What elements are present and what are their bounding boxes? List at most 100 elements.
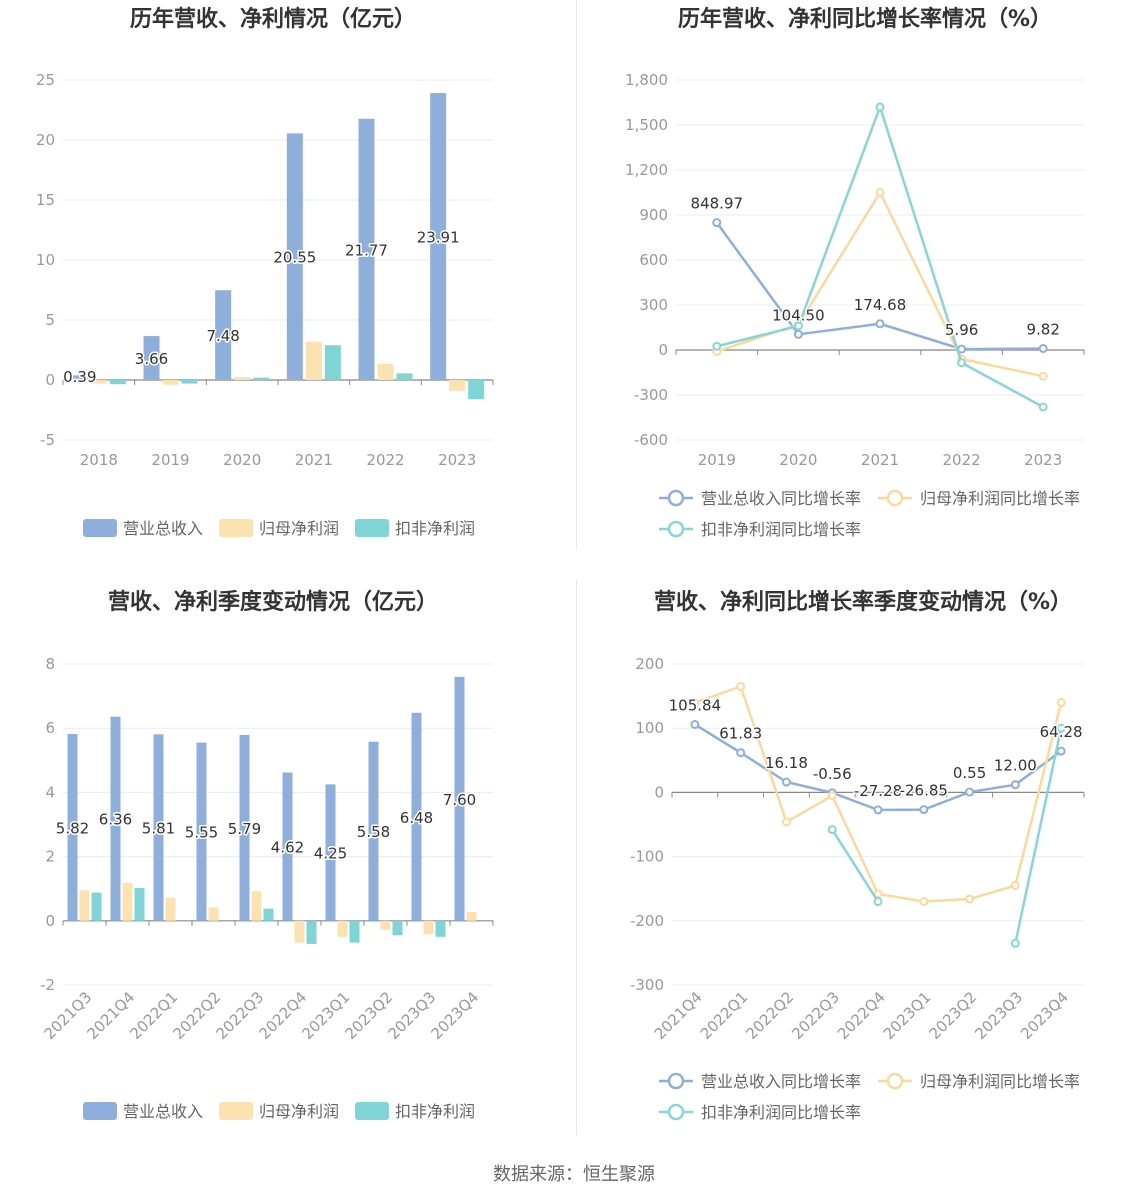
y-tick-label: -2	[40, 976, 55, 994]
y-tick-label: 0	[654, 783, 664, 801]
data-label: 5.96	[945, 321, 978, 339]
x-tick-label: 2023	[438, 451, 476, 469]
legend-swatch	[355, 1102, 389, 1120]
x-tick-label: 2022Q4	[834, 988, 889, 1043]
data-label: -27.28	[854, 782, 902, 800]
legend-label: 营业总收入	[123, 1102, 203, 1121]
legend-label: 营业总收入同比增长率	[701, 1072, 861, 1091]
y-tick-label: 0	[658, 341, 668, 359]
divider-top	[576, 0, 577, 550]
bar-parent-profit	[208, 907, 219, 921]
x-tick-label: 2021	[295, 451, 333, 469]
x-tick-label: 2022	[943, 451, 981, 469]
chart-title: 营收、净利同比增长率季度变动情况（%）	[654, 589, 1072, 615]
data-point-parent-profit	[781, 817, 791, 827]
bar-revenue	[239, 734, 250, 921]
data-point-deducted-profit	[1010, 938, 1020, 948]
y-tick-label: 4	[45, 783, 55, 801]
bar-parent-profit	[377, 363, 394, 380]
annual-growth-rate-chart: 历年营收、净利同比增长率情况（%） -600 -300 0 300 600 900 1,200…	[625, 6, 1085, 539]
data-point-revenue	[781, 777, 791, 787]
x-tick-label: 2018	[80, 451, 118, 469]
legend-label: 归母净利润同比增长率	[920, 489, 1080, 508]
y-tick-label: 0	[45, 371, 55, 389]
legend-swatch	[83, 519, 117, 537]
legend-marker	[667, 520, 685, 538]
y-tick-label: 8	[45, 655, 55, 673]
quarterly-growth-rate-chart: 营收、净利同比增长率季度变动情况（%） -300 -200 -100 0 100 200 20…	[630, 589, 1085, 1122]
x-tick-label: 2022	[366, 451, 404, 469]
bar-revenue	[325, 784, 336, 921]
data-point-revenue	[965, 787, 975, 797]
legend-label: 营业总收入同比增长率	[701, 489, 861, 508]
data-label: 16.18	[765, 754, 808, 772]
data-source-note: 数据来源：恒生聚源	[493, 1164, 655, 1185]
bar-revenue	[411, 712, 422, 921]
data-label: 5.79	[228, 820, 261, 838]
legend-swatch	[355, 519, 389, 537]
bar-revenue	[110, 716, 121, 921]
data-label: 4.25	[314, 845, 347, 863]
data-point-deducted-profit	[712, 341, 722, 351]
data-point-parent-profit	[875, 188, 885, 197]
y-tick-label: 1,500	[625, 116, 668, 134]
data-point-deducted-profit	[793, 321, 803, 331]
chart-title: 营收、净利季度变动情况（亿元）	[108, 589, 438, 615]
data-point-parent-profit	[1056, 698, 1066, 708]
bar-parent-profit	[90, 380, 107, 384]
y-tick-label: 600	[639, 251, 668, 269]
y-tick-label: 15	[36, 191, 55, 209]
x-tick-label: 2023Q1	[880, 988, 935, 1043]
annual-revenue-profit-chart: 历年营收、净利情况（亿元） -5 0 5 10 15 20 25 2018 2019 2020 202…	[36, 6, 494, 538]
x-tick-label: 2020	[779, 451, 817, 469]
bar-parent-profit	[251, 891, 262, 921]
legend-marker	[667, 1103, 685, 1121]
x-tick-label: 2023	[1024, 451, 1062, 469]
legend-marker	[667, 489, 685, 507]
bar-deducted-profit	[253, 377, 270, 380]
bar-parent-profit	[162, 380, 179, 385]
bar-revenue	[153, 734, 164, 921]
x-tick-label: 2022Q1	[697, 988, 752, 1043]
x-tick-label: 2019	[698, 451, 736, 469]
x-tick-label: 2023Q2	[926, 988, 981, 1043]
data-label: 61.83	[719, 725, 762, 743]
bar-deducted-profit	[91, 892, 102, 921]
y-tick-label: 5	[45, 311, 55, 329]
legend-label: 归母净利润同比增长率	[920, 1072, 1080, 1091]
data-label: 5.82	[56, 819, 89, 837]
line-series-deducted-profit	[831, 828, 880, 903]
legend-label: 归母净利润	[259, 1102, 339, 1121]
chart-title: 历年营收、净利同比增长率情况（%）	[678, 6, 1052, 32]
x-tick-label: 2023Q4	[1017, 988, 1072, 1043]
data-point-revenue	[873, 805, 883, 815]
x-tick-label: 2023Q3	[971, 988, 1026, 1043]
bar-deducted-profit	[349, 920, 360, 943]
data-point-parent-profit	[919, 897, 929, 907]
legend-label: 扣非净利润同比增长率	[701, 1103, 861, 1122]
y-tick-label: -200	[630, 912, 664, 930]
line-series-deducted-profit	[1014, 727, 1063, 944]
y-tick-label: 6	[45, 719, 55, 737]
bar-revenue	[368, 741, 379, 921]
x-tick-label: 2020	[223, 451, 261, 469]
data-label: 64.28	[1040, 723, 1083, 741]
data-label: 105.84	[669, 696, 722, 714]
bar-revenue	[358, 118, 375, 380]
x-tick-label: 2021Q4	[651, 988, 706, 1043]
data-point-revenue	[736, 748, 746, 758]
y-tick-label: 1,800	[625, 71, 668, 89]
data-label: 848.97	[691, 195, 744, 213]
bar-parent-profit	[466, 911, 477, 921]
data-point-revenue	[690, 719, 700, 729]
x-tick-label: 2023Q4	[428, 988, 483, 1043]
data-point-parent-profit	[1038, 371, 1048, 381]
data-label: 0.55	[953, 764, 986, 782]
data-point-parent-profit	[827, 791, 837, 801]
bar-parent-profit	[337, 920, 348, 937]
bar-deducted-profit	[134, 888, 145, 921]
legend-marker	[886, 1072, 904, 1090]
data-label: 5.81	[142, 820, 175, 838]
data-point-parent-profit	[690, 698, 700, 708]
